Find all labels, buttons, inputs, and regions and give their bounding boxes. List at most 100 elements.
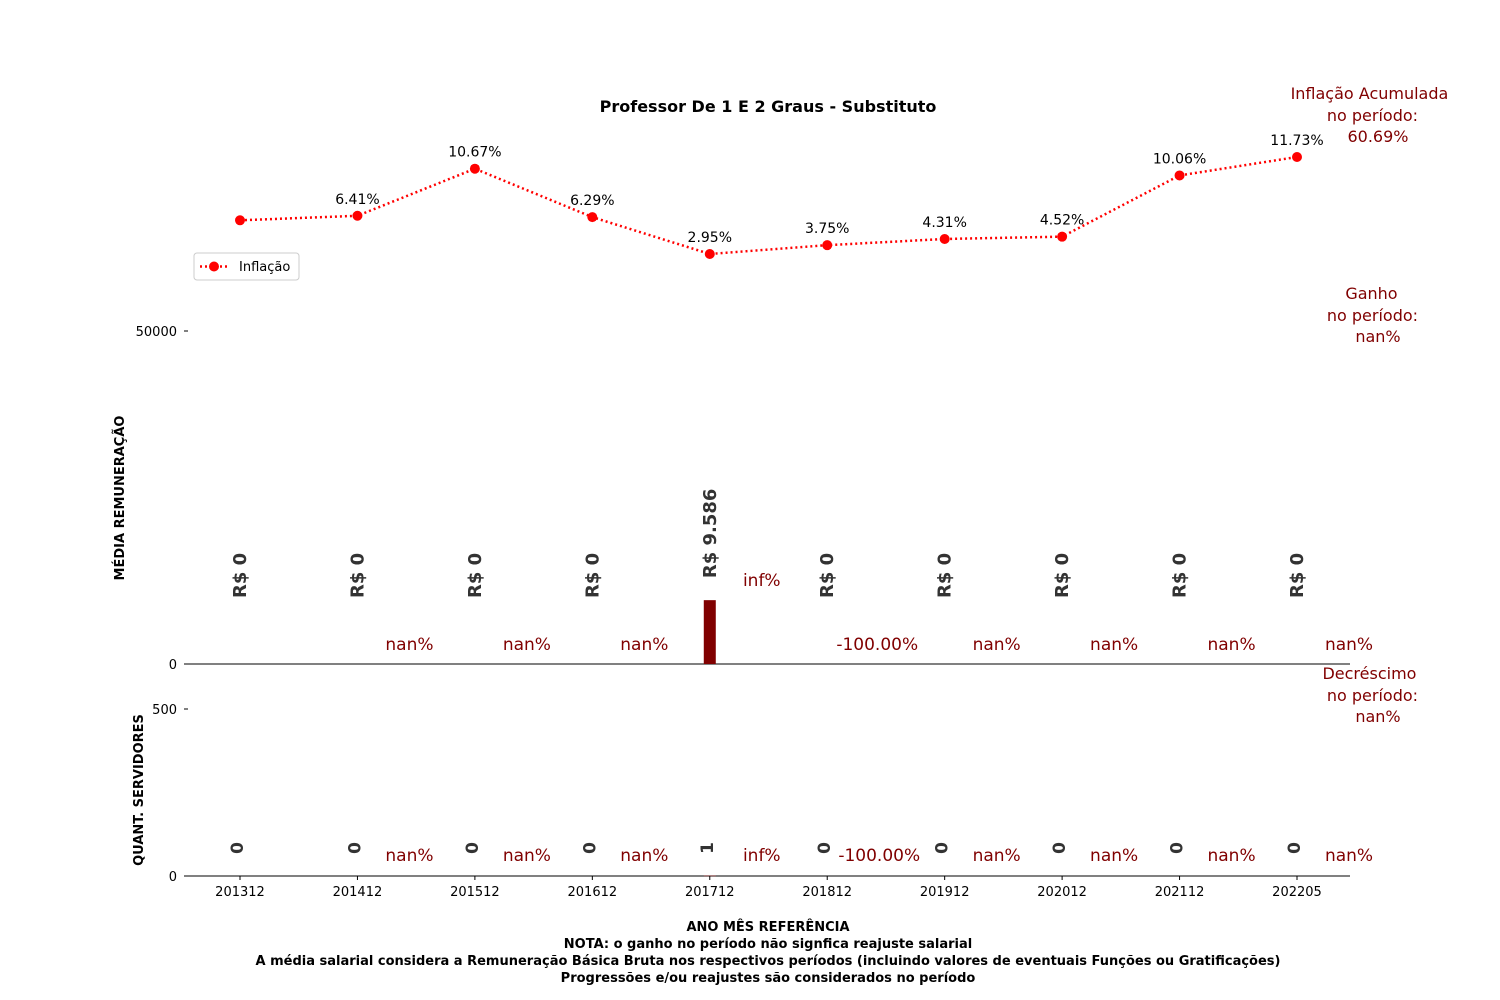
inflation-point xyxy=(1057,231,1068,242)
legend-label: Inflação xyxy=(239,260,290,275)
annotation-line: no período: xyxy=(1327,106,1418,125)
salary-bars-layer: R$ 0 R$ 0 R$ 0 R$ 0 R$ 9.586 R$ 0 R$ 0 R$ 0 R$ 0… xyxy=(230,489,1373,664)
servers-value-label: 1 xyxy=(698,842,718,854)
servers-change-label: nan% xyxy=(973,846,1021,866)
accumulated-inflation-annotation: Inflação Acumulada no período: 60.69% xyxy=(1291,84,1454,146)
x-tick-label: 202112 xyxy=(1155,885,1205,900)
servers-change-label: nan% xyxy=(1207,846,1255,866)
inflation-value-label: 11.73% xyxy=(1270,133,1323,149)
inflation-line xyxy=(239,155,1298,256)
footer-note: A média salarial considera a Remuneração… xyxy=(256,954,1281,969)
salary-change-label: nan% xyxy=(1090,635,1138,655)
servers-value-label: 0 xyxy=(815,842,835,854)
inflation-point xyxy=(939,233,950,244)
footer-notes: ANO MÊS REFERÊNCIA NOTA: o ganho no perí… xyxy=(256,919,1281,986)
salary-value-label: R$ 0 xyxy=(1287,553,1308,598)
inflation-point xyxy=(822,240,833,251)
servers-value-label: 0 xyxy=(1168,842,1188,854)
salary-change-label: nan% xyxy=(1207,635,1255,655)
x-tick-label: 201412 xyxy=(333,885,383,900)
servers-value-label: 0 xyxy=(228,842,248,854)
salary-change-label: nan% xyxy=(503,635,551,655)
annotation-line: Inflação Acumulada xyxy=(1291,84,1449,103)
servers-value-label: 0 xyxy=(580,842,600,854)
inflation-point xyxy=(704,249,715,259)
servers-value-label: 0 xyxy=(1050,842,1070,854)
servers-bar xyxy=(703,875,716,877)
servers-value-label: 0 xyxy=(933,842,953,854)
salary-change-label: nan% xyxy=(385,635,433,655)
legend-box xyxy=(193,252,300,281)
salary-value-label: R$ 0 xyxy=(230,553,251,598)
annotation-line: Decréscimo xyxy=(1322,664,1416,683)
legend: Inflação xyxy=(193,252,300,281)
x-axis: 201312 201412 201512 201612 201712 201812 2019… xyxy=(215,876,1322,900)
chart-title: Professor De 1 E 2 Graus - Substituto xyxy=(600,97,937,116)
inflation-value-label: 6.41% xyxy=(335,192,379,208)
footer-note: Progressões e/ou reajustes são considera… xyxy=(561,971,976,986)
servers-change-label: nan% xyxy=(503,846,551,866)
salary-y-tick-label: 50000 xyxy=(136,325,177,340)
annotation-line: no período: xyxy=(1327,686,1418,705)
salary-value-label: R$ 0 xyxy=(1052,553,1073,598)
inflation-point xyxy=(469,163,480,174)
inflation-value-label: 4.31% xyxy=(922,215,966,231)
salary-y-axis-label: MÉDIA REMUNERAÇÃO xyxy=(112,416,128,581)
legend-dot-marker xyxy=(209,261,219,272)
x-tick-label: 201312 xyxy=(215,885,265,900)
x-tick-label: 202012 xyxy=(1037,885,1087,900)
servers-bars-layer: 0 0 0 0 1 0 0 0 0 0 nan% nan% nan% inf% -100.00% nan% na… xyxy=(228,842,1373,877)
x-tick-label: 201512 xyxy=(450,885,500,900)
salary-chart: MÉDIA REMUNERAÇÃO 50000 0 R$ 0 R$ 0 R$ 0 R$… xyxy=(112,284,1423,673)
gain-annotation: Ganho no período: nan% xyxy=(1327,284,1423,346)
inflation-point xyxy=(352,210,363,221)
annotation-line: nan% xyxy=(1355,707,1400,726)
servers-change-label: nan% xyxy=(1325,846,1373,866)
servers-value-label: 0 xyxy=(463,842,483,854)
inflation-value-label: 3.75% xyxy=(805,221,849,237)
salary-value-label: R$ 9.586 xyxy=(700,489,721,579)
salary-y-tick-label: 0 xyxy=(169,658,177,673)
x-tick-label: 201712 xyxy=(685,885,735,900)
inflation-value-label: 6.29% xyxy=(570,193,614,209)
inflation-point xyxy=(1174,170,1185,181)
servers-change-label: -100.00% xyxy=(838,846,920,866)
x-tick-label: 202205 xyxy=(1272,885,1322,900)
annotation-line: no período: xyxy=(1327,306,1418,325)
salary-value-label: R$ 0 xyxy=(347,553,368,598)
x-tick-label: 201612 xyxy=(568,885,618,900)
servers-change-label: nan% xyxy=(385,846,433,866)
salary-value-label: R$ 0 xyxy=(935,553,956,598)
annotation-line: nan% xyxy=(1355,327,1400,346)
salary-change-label: nan% xyxy=(973,635,1021,655)
inflation-point xyxy=(1292,152,1302,162)
inflation-value-label: 4.52% xyxy=(1040,213,1084,229)
salary-change-label: -100.00% xyxy=(836,635,918,655)
servers-value-label: 0 xyxy=(1285,842,1305,854)
inflation-chart: Professor De 1 E 2 Graus - Substituto 6.… xyxy=(193,84,1454,281)
servers-chart: QUANT. SERVIDORES 500 0 0 0 0 0 1 0 0 0 0 0 nan% na… xyxy=(132,664,1423,900)
annotation-line: 60.69% xyxy=(1347,127,1408,146)
salary-change-label: nan% xyxy=(620,635,668,655)
servers-y-tick-label: 500 xyxy=(152,703,177,718)
servers-y-axis-label: QUANT. SERVIDORES xyxy=(132,714,147,866)
inflation-point xyxy=(587,212,598,223)
salary-value-label: R$ 0 xyxy=(1170,553,1191,598)
inflation-line-layer: 6.41% 10.67% 6.29% 2.95% 3.75% 4.31% 4.52% 10.0… xyxy=(235,133,1324,259)
salary-value-label: R$ 0 xyxy=(582,553,603,598)
salary-change-label: nan% xyxy=(1325,635,1373,655)
servers-change-label: inf% xyxy=(743,846,781,866)
servers-change-label: nan% xyxy=(1090,846,1138,866)
x-tick-label: 201812 xyxy=(802,885,852,900)
servers-value-label: 0 xyxy=(345,842,365,854)
footer-note: NOTA: o ganho no período não signfica re… xyxy=(564,937,972,952)
salary-value-label: R$ 0 xyxy=(817,553,838,598)
decrease-annotation: Decréscimo no período: nan% xyxy=(1322,664,1423,726)
inflation-value-label: 10.06% xyxy=(1153,151,1206,167)
x-axis-label: ANO MÊS REFERÊNCIA xyxy=(686,919,849,935)
inflation-value-label: 10.67% xyxy=(448,145,501,161)
salary-change-label: inf% xyxy=(743,571,781,591)
x-tick-label: 201912 xyxy=(920,885,970,900)
inflation-value-label: 2.95% xyxy=(688,230,732,246)
